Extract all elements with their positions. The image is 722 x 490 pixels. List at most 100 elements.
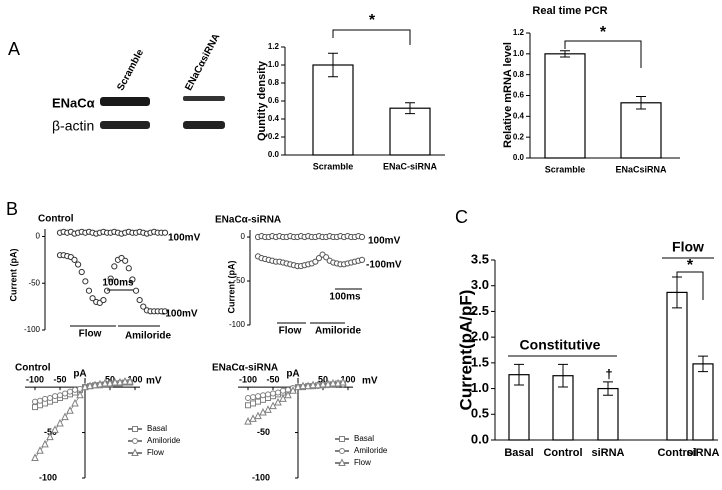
- y-tick-label: 0.8: [268, 78, 280, 87]
- marker: [161, 308, 169, 315]
- marker: [57, 392, 63, 399]
- marker: [259, 407, 267, 416]
- marker: [136, 296, 143, 304]
- bracket: [564, 40, 642, 68]
- legend-marker: [132, 426, 138, 432]
- marker: [312, 258, 319, 265]
- y-tick-label: 3.0: [471, 277, 489, 292]
- marker: [66, 406, 74, 414]
- marker: [106, 378, 114, 387]
- marker: [103, 287, 111, 294]
- error-bar: [558, 363, 568, 388]
- marker: [96, 379, 104, 388]
- y-tick-label: 0.6: [513, 91, 525, 100]
- legend-marker: [338, 458, 346, 466]
- y-tick-label: -100: [24, 325, 41, 334]
- bar: [597, 387, 619, 441]
- marker: [339, 377, 347, 386]
- marker: [91, 380, 99, 389]
- marker: [324, 379, 332, 388]
- x-tick-label: -50: [53, 374, 66, 384]
- legend-label: Flow: [354, 458, 371, 467]
- y-axis-label: pA: [286, 369, 299, 380]
- marker: [81, 382, 89, 391]
- y-tick-label: 3.5: [471, 251, 489, 266]
- row-label: ENaCα: [52, 95, 95, 110]
- legend-label: Amiloride: [354, 446, 388, 455]
- marker: [260, 392, 266, 399]
- annotation: Constitutive: [520, 337, 601, 353]
- legend-label: Basal: [147, 424, 167, 433]
- marker: [275, 389, 281, 396]
- x-tick-label: ENaC-siRNA: [383, 161, 438, 171]
- annotation: *: [600, 24, 607, 41]
- annotation: 100mV: [168, 233, 201, 244]
- marker: [82, 278, 89, 285]
- legend-label: Amiloride: [147, 436, 181, 445]
- marker: [71, 398, 79, 407]
- panel-label: C: [455, 207, 468, 227]
- annotation: 100ms: [329, 292, 361, 303]
- y-tick-label: 1.2: [268, 42, 280, 51]
- band: [183, 121, 225, 129]
- marker: [72, 386, 78, 393]
- marker: [51, 425, 59, 433]
- marker: [319, 379, 327, 388]
- marker: [100, 296, 107, 304]
- bar: [620, 102, 662, 159]
- x-tick-label: Control: [657, 447, 696, 459]
- y-axis-label: Current (pA): [8, 249, 18, 302]
- marker: [85, 287, 93, 294]
- x-tick-label: ENaCsiRNA: [615, 164, 667, 174]
- x-tick-label: 100: [340, 374, 355, 384]
- marker: [244, 417, 252, 425]
- error-bar: [560, 50, 570, 58]
- marker: [47, 395, 53, 401]
- band: [100, 97, 150, 106]
- annotation: 100mV: [368, 236, 401, 247]
- marker: [254, 411, 262, 420]
- marker: [255, 398, 261, 405]
- marker: [41, 439, 49, 448]
- marker: [61, 412, 69, 421]
- error-bar: [698, 355, 708, 373]
- y-axis-label: Current(pA/pF): [456, 290, 475, 411]
- error-bar: [514, 363, 524, 386]
- marker: [304, 381, 312, 390]
- marker: [323, 254, 330, 261]
- marker: [125, 265, 132, 272]
- annotation: Flow: [79, 329, 102, 340]
- marker: [52, 393, 58, 400]
- x-tick-label: siRNA: [591, 447, 624, 459]
- legend-marker: [339, 436, 345, 442]
- marker: [249, 414, 257, 422]
- x-tick-label: 50: [318, 374, 328, 384]
- marker: [89, 295, 96, 302]
- marker: [32, 398, 38, 405]
- y-tick-label: -50: [233, 276, 245, 285]
- marker: [107, 275, 114, 282]
- y-axis-label: Current (pA): [226, 261, 236, 314]
- panel-label: B: [6, 199, 18, 219]
- marker: [42, 395, 48, 402]
- annotation: †: [605, 366, 612, 381]
- y-axis-label: Relative mRNA level: [502, 42, 514, 148]
- y-tick-label: 0.0: [471, 431, 489, 446]
- x-tick-label: Scramble: [313, 161, 354, 171]
- x-tick-label: 100: [127, 374, 142, 384]
- chart-title: ENaCα-siRNA: [215, 215, 281, 226]
- marker: [129, 276, 136, 283]
- x-tick-label: siRNA: [686, 447, 719, 459]
- marker: [116, 377, 124, 386]
- annotation: *: [687, 257, 694, 274]
- marker: [269, 401, 277, 410]
- y-tick-label: 1.0: [513, 49, 525, 58]
- marker: [31, 453, 39, 461]
- marker: [37, 397, 43, 404]
- y-axis-label: Quntity density: [256, 60, 268, 141]
- error-bar: [603, 381, 613, 396]
- x-axis-label: mV: [146, 376, 162, 387]
- annotation: Flow: [672, 239, 704, 255]
- marker: [358, 233, 366, 241]
- y-tick-label: 0.6: [268, 96, 280, 105]
